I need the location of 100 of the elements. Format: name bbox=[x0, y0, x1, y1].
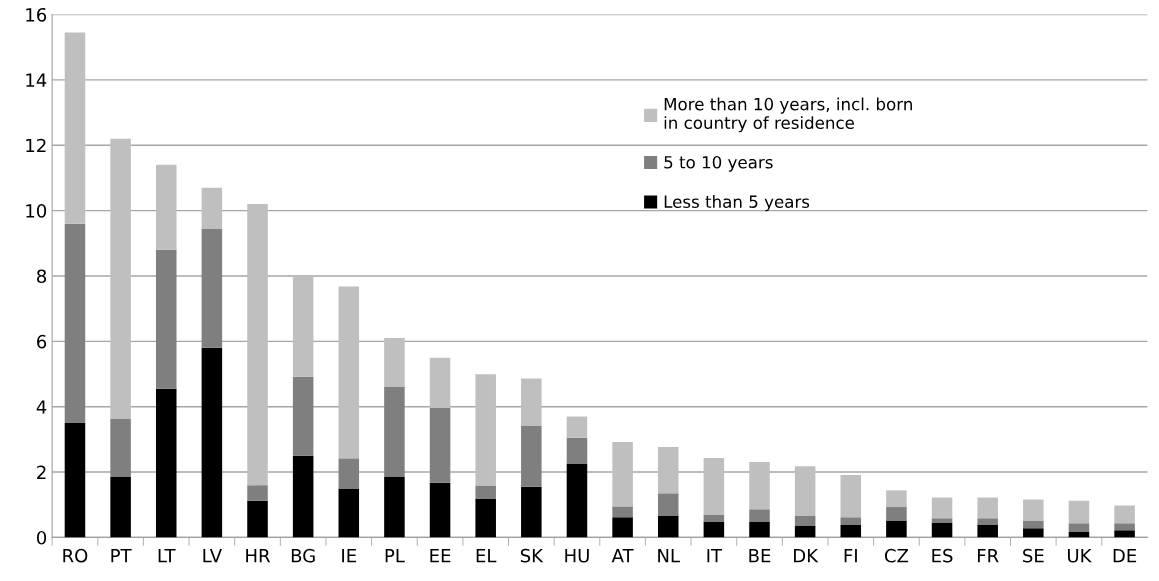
bar bbox=[840, 517, 862, 526]
x-tick-label: ES bbox=[932, 548, 953, 563]
bar bbox=[155, 388, 177, 538]
x-tick-label: BG bbox=[291, 548, 315, 563]
x-tick-label: IE bbox=[342, 549, 356, 563]
bar bbox=[110, 138, 131, 420]
bar bbox=[657, 493, 679, 516]
bar bbox=[657, 515, 679, 538]
x-tick-label: RO bbox=[63, 548, 88, 563]
bar bbox=[566, 416, 588, 438]
bar bbox=[1023, 528, 1044, 538]
y-tick-label: 2 bbox=[37, 465, 46, 479]
x-tick-label: AT bbox=[611, 549, 634, 563]
bar bbox=[521, 486, 542, 538]
y-tick-label: 16 bbox=[26, 7, 47, 22]
bar bbox=[657, 446, 679, 494]
y-tick-label: 4 bbox=[36, 400, 47, 414]
x-tick-label: EL bbox=[476, 549, 497, 563]
x-tick-label: LV bbox=[203, 549, 222, 563]
bar bbox=[931, 497, 953, 519]
y-tick-label: 0 bbox=[37, 530, 47, 545]
bar bbox=[521, 425, 542, 487]
y-tick-label: 10 bbox=[26, 204, 47, 218]
bar bbox=[566, 437, 588, 464]
bar bbox=[612, 442, 633, 507]
bar bbox=[521, 378, 542, 426]
x-tick-label: LT bbox=[158, 549, 176, 563]
bar bbox=[64, 423, 86, 538]
bar bbox=[429, 408, 451, 483]
bar bbox=[292, 275, 314, 377]
x-tick-label: BE bbox=[749, 549, 771, 563]
bar bbox=[338, 458, 360, 489]
bar bbox=[1023, 499, 1044, 521]
bar bbox=[338, 286, 360, 459]
bar bbox=[384, 386, 405, 477]
bar bbox=[247, 485, 268, 501]
x-tick-label: UK bbox=[1068, 549, 1092, 563]
bar bbox=[384, 338, 405, 387]
bar bbox=[292, 376, 314, 456]
bar bbox=[886, 507, 907, 521]
x-tick-label: DK bbox=[794, 549, 819, 563]
legend-label: 5 to 10 years bbox=[664, 155, 773, 172]
bar bbox=[110, 476, 131, 538]
bar bbox=[931, 518, 953, 523]
bar bbox=[64, 32, 86, 224]
y-tick-label: 6 bbox=[37, 334, 47, 349]
bar bbox=[886, 520, 907, 538]
x-tick-label: FR bbox=[977, 549, 999, 563]
bar bbox=[794, 466, 816, 516]
bar bbox=[201, 228, 223, 348]
x-tick-label: FI bbox=[844, 549, 857, 563]
bar bbox=[612, 517, 633, 538]
bar bbox=[794, 525, 816, 538]
bar bbox=[64, 223, 86, 424]
bar bbox=[1114, 505, 1135, 524]
y-tick-label: 8 bbox=[37, 269, 47, 284]
x-tick-label: EE bbox=[430, 549, 451, 563]
x-tick-label: DE bbox=[1113, 549, 1137, 563]
bar bbox=[977, 525, 998, 538]
bar bbox=[247, 500, 268, 538]
bar bbox=[247, 204, 268, 486]
bar bbox=[703, 522, 725, 538]
x-tick-label: PL bbox=[385, 549, 405, 563]
x-tick-label: NL bbox=[658, 549, 680, 563]
bar bbox=[612, 506, 633, 518]
bar bbox=[429, 482, 451, 538]
bar bbox=[931, 522, 953, 538]
x-tick-label: CZ bbox=[884, 548, 909, 563]
y-tick-label: 14 bbox=[26, 73, 47, 87]
bar bbox=[749, 522, 770, 538]
bar bbox=[1114, 530, 1135, 538]
bar bbox=[749, 461, 770, 510]
x-tick-label: PT bbox=[111, 549, 132, 563]
y-tick-label: 12 bbox=[26, 138, 46, 153]
bar bbox=[475, 498, 496, 538]
bar bbox=[977, 497, 998, 519]
bar bbox=[566, 463, 588, 538]
bar bbox=[475, 485, 496, 499]
bar bbox=[292, 455, 314, 538]
bar bbox=[840, 475, 862, 518]
x-tick-label: SK bbox=[520, 548, 544, 563]
bar bbox=[794, 515, 816, 526]
legend-label: Less than 5 years bbox=[664, 195, 810, 212]
bar bbox=[1023, 520, 1044, 529]
bar bbox=[110, 419, 131, 477]
x-tick-label: SE bbox=[1023, 548, 1044, 563]
bar bbox=[1068, 500, 1090, 524]
legend-label: More than 10 years, incl. born in country of residence bbox=[664, 97, 912, 133]
bar bbox=[429, 357, 451, 409]
bar bbox=[1068, 523, 1090, 532]
bar bbox=[703, 514, 725, 523]
bar bbox=[201, 347, 223, 538]
bar bbox=[338, 488, 360, 538]
bar bbox=[703, 458, 725, 515]
bar bbox=[886, 490, 907, 508]
x-tick-label: IT bbox=[707, 549, 723, 563]
bar bbox=[749, 509, 770, 523]
bar bbox=[1114, 523, 1135, 531]
bar bbox=[475, 374, 496, 486]
bar bbox=[840, 525, 862, 538]
